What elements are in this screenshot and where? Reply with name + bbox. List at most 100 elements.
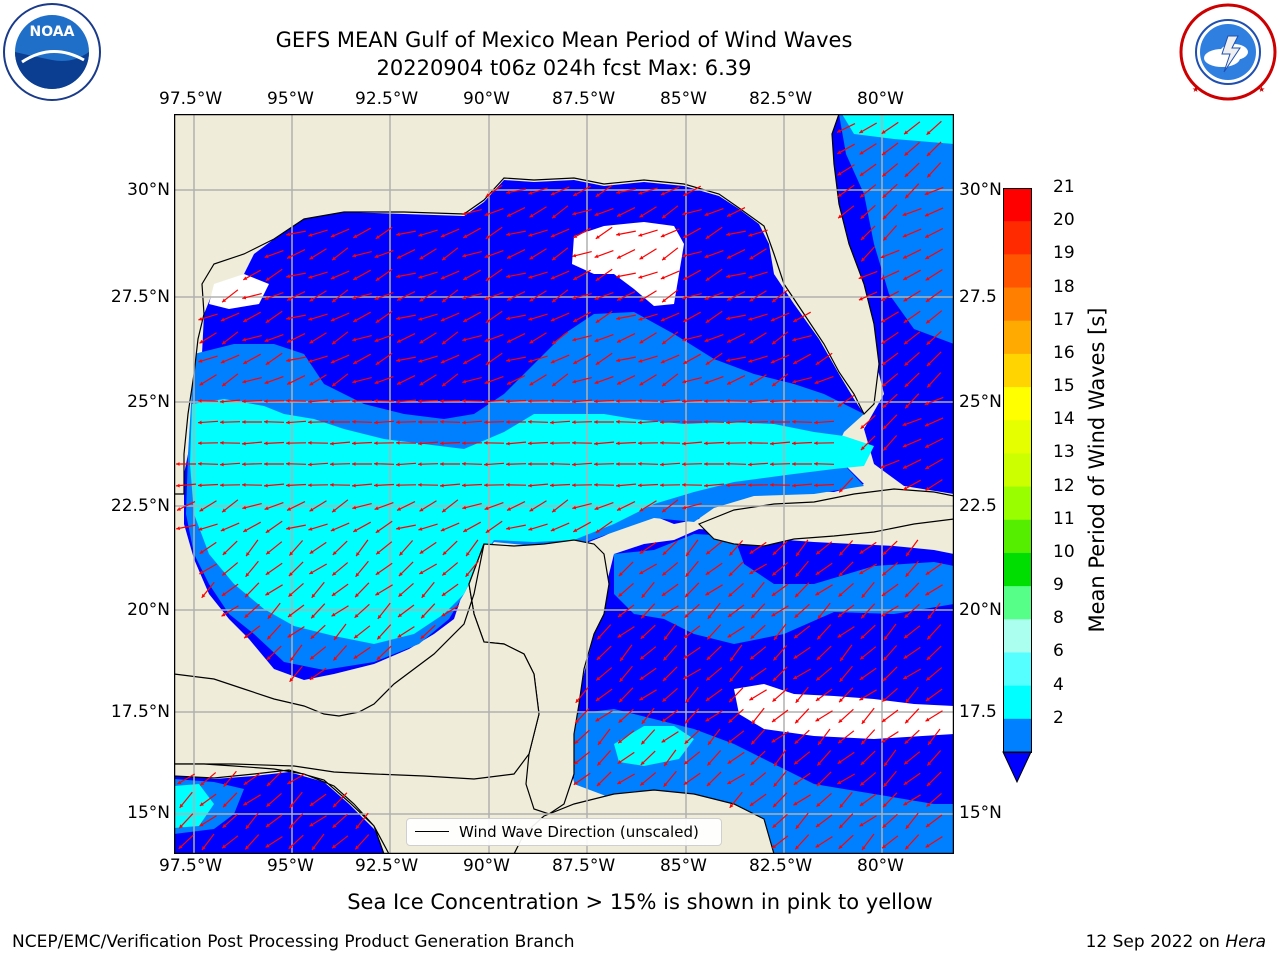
wind-arrow-head: [727, 297, 731, 301]
wind-arrow-head: [352, 441, 356, 446]
wind-arrow-head: [355, 593, 359, 598]
gulf-high-band: [190, 399, 874, 644]
wind-arrow-head: [903, 486, 908, 490]
wind-arrow-head: [639, 676, 644, 680]
wind-arrow-head: [573, 360, 578, 364]
wind-arrow-head: [792, 419, 796, 424]
wind-arrow-head: [881, 130, 886, 134]
wind-arrow-head: [354, 634, 359, 639]
wind-arrow-head: [682, 253, 687, 258]
wind-arrow-head: [419, 381, 424, 386]
wind-arrow-head: [660, 359, 665, 364]
wind-arrow-head: [441, 592, 446, 596]
wind-arrow-head: [375, 591, 380, 596]
wind-arrow-head: [686, 552, 690, 557]
wind-arrow-head: [662, 571, 667, 576]
wind-arrow-head: [749, 570, 754, 574]
wind-arrow-head: [462, 253, 467, 258]
wind-arrow-head: [330, 527, 335, 532]
wind-arrow-head: [220, 441, 224, 445]
wind-arrow-head: [727, 381, 731, 385]
wind-arrow-head: [176, 462, 180, 466]
wind-arrow-head: [286, 399, 290, 403]
wind-arrow-head: [683, 234, 688, 238]
wind-arrow-head: [374, 380, 379, 384]
wind-arrow-head: [728, 572, 733, 577]
wind-arrow-head: [288, 845, 293, 849]
wind-arrow-head: [308, 527, 313, 531]
wind-arrow-head: [662, 382, 667, 387]
wind-arrow-head: [883, 215, 887, 220]
wind-arrow-head: [772, 823, 777, 828]
wind-arrow-head: [595, 319, 600, 323]
wind-arrow-head: [484, 462, 488, 467]
wind-arrow-head: [550, 461, 554, 466]
wind-arrow-head: [506, 316, 510, 321]
wind-arrow-head: [902, 422, 907, 426]
wind-arrow-head: [860, 781, 865, 786]
wind-arrow-head: [861, 593, 866, 598]
wind-arrow-head: [354, 613, 359, 618]
wind-arrow-head: [332, 340, 337, 345]
wind-arrow-head: [331, 592, 336, 596]
wind-arrow-head: [353, 655, 358, 659]
wind-arrow-head: [418, 527, 423, 531]
wind-arrow-head: [817, 761, 822, 766]
wind-arrow-head: [683, 360, 688, 364]
wind-arrow-head: [332, 571, 337, 576]
wind-arrow-head: [662, 551, 667, 555]
wind-arrow-head: [748, 483, 752, 487]
wind-arrow-head: [265, 319, 270, 323]
wind-arrow-head: [728, 718, 733, 723]
wind-arrow-head: [772, 340, 777, 345]
lon-tick-top: 82.5°W: [749, 89, 813, 109]
wind-arrow-head: [398, 592, 403, 597]
wind-arrow-head: [595, 361, 600, 365]
wind-arrow-head: [242, 420, 246, 424]
noaa-logo-text: NOAA: [30, 24, 75, 40]
wind-arrow-head: [550, 359, 555, 364]
wind-arrow-head: [442, 508, 447, 513]
wind-arrow-head: [179, 824, 183, 829]
wind-arrow-head: [550, 399, 554, 403]
wind-arrow-head: [177, 507, 181, 511]
wind-arrow-head: [838, 214, 843, 219]
wind-arrow-head: [685, 719, 689, 724]
lat-tick-left: 30°N: [127, 180, 170, 200]
wind-arrow-head: [928, 741, 932, 745]
wind-arrow-head: [529, 381, 534, 386]
wind-arrow-head: [663, 656, 668, 661]
wind-arrow-head: [222, 823, 227, 828]
lon-tick-bottom: 80°W: [857, 856, 904, 876]
wind-arrow-head: [705, 697, 710, 701]
wind-arrow-head: [311, 614, 315, 619]
wind-arrow-head: [242, 462, 246, 467]
wind-arrow-head: [660, 191, 665, 196]
wind-arrow-head: [572, 211, 577, 216]
wind-arrow-head: [222, 298, 227, 303]
wind-arrow-head: [704, 399, 708, 403]
colorbar-tick-label: 17: [1053, 309, 1075, 330]
wind-arrow-head: [926, 340, 931, 345]
colorbar-band: [1003, 718, 1031, 753]
wind-arrow-head: [264, 380, 269, 384]
wind-arrow-head: [288, 592, 293, 597]
wind-arrow-head: [485, 361, 490, 365]
wind-arrow-head: [925, 298, 930, 302]
wind-arrow-head: [264, 462, 268, 466]
wind-arrow-head: [616, 441, 620, 446]
wind-arrow-head: [859, 676, 864, 680]
southern-coast-land: [174, 763, 390, 854]
wind-arrow-head: [682, 420, 686, 424]
wind-arrow-head: [793, 360, 798, 364]
wind-arrow-head: [903, 675, 908, 679]
wind-arrow-head: [574, 760, 579, 765]
wind-arrow-head: [770, 441, 774, 446]
wind-arrow-head: [705, 717, 710, 722]
wind-arrow-head: [750, 781, 755, 786]
wind-arrow-head: [617, 507, 621, 511]
wind-arrow-head: [287, 507, 291, 511]
wind-arrow-head: [903, 319, 908, 323]
wind-arrow-head: [594, 338, 599, 342]
wind-arrow-head: [308, 233, 313, 237]
